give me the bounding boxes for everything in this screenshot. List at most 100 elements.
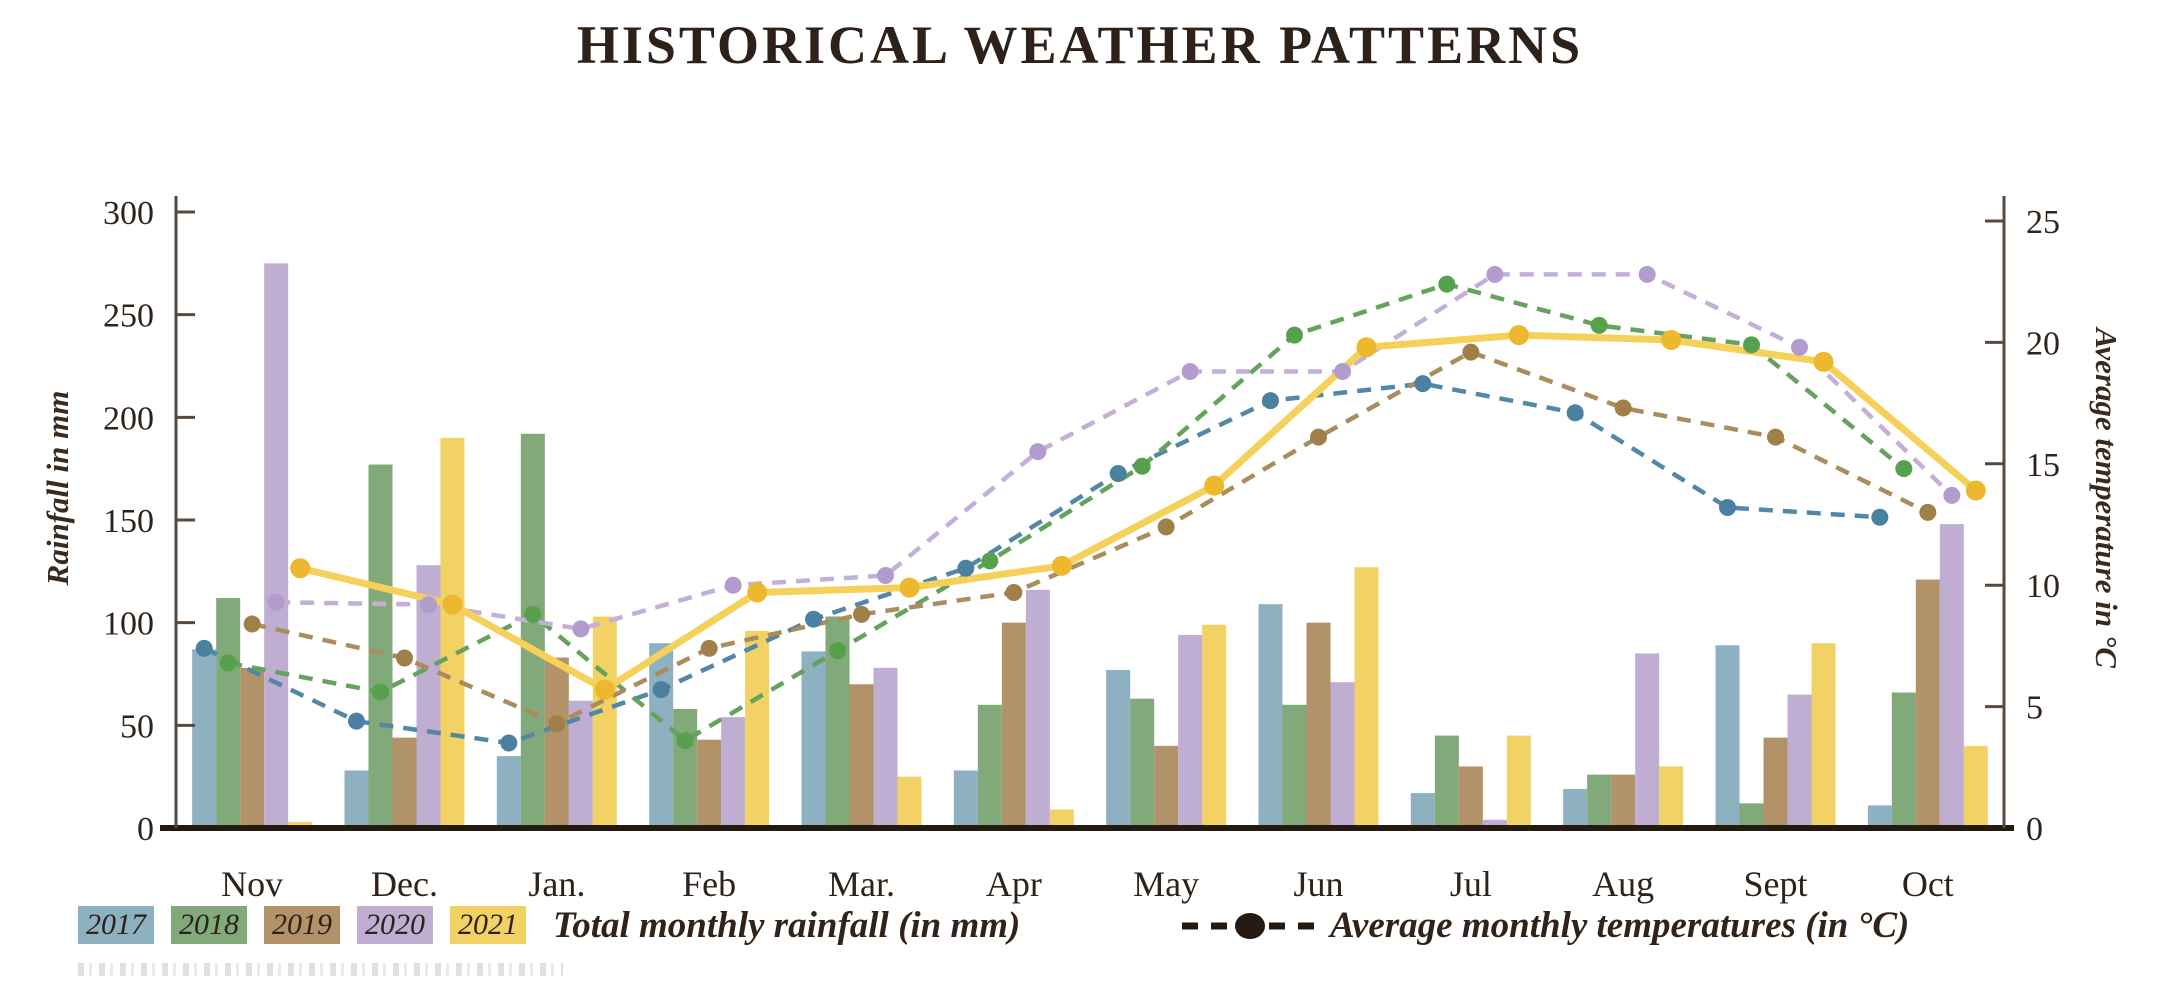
temp-point-2018-nov	[219, 654, 237, 672]
left-tick-label: 150	[103, 503, 154, 540]
right-tick-label: 25	[2026, 204, 2060, 241]
temp-point-2018-may	[1133, 457, 1151, 475]
bar-2019-apr	[1001, 622, 1026, 828]
bar-2017-aug	[1563, 788, 1588, 828]
temp-point-2019-nov	[243, 615, 261, 633]
temp-point-2018-mar	[829, 642, 846, 660]
bar-2017-mar	[801, 651, 826, 828]
temp-point-2018-oct	[1895, 460, 1913, 478]
bar-2021-may	[1202, 624, 1227, 828]
temp-point-2020-may	[1181, 363, 1199, 381]
temp-point-2017-feb	[652, 681, 670, 699]
temp-point-2020-jun	[1334, 363, 1351, 381]
temp-point-2019-jun	[1310, 428, 1327, 446]
bar-2018-oct	[1891, 692, 1916, 828]
bar-2018-jun	[1282, 704, 1307, 828]
temp-point-2019-sept	[1767, 428, 1784, 446]
bar-2019-dec	[392, 737, 417, 828]
bar-2017-sept	[1715, 645, 1740, 828]
bar-2020-feb	[721, 717, 746, 828]
bar-2021-jul	[1506, 735, 1531, 828]
bar-2018-may	[1130, 698, 1155, 828]
month-label-dec: Dec.	[371, 864, 438, 904]
temp-point-2018-aug	[1590, 316, 1608, 334]
temp-point-2020-mar	[877, 566, 894, 584]
temp-point-2021-nov	[290, 558, 311, 579]
bar-2020-aug	[1635, 653, 1660, 828]
month-label-apr: Apr	[986, 864, 1042, 904]
bar-2017-jul	[1410, 793, 1435, 828]
temp-point-2017-jul	[1414, 375, 1432, 393]
temp-point-2019-mar	[853, 605, 870, 623]
bar-2019-nov	[240, 667, 265, 828]
bar-2017-dec	[344, 770, 369, 828]
bar-2018-dec	[368, 464, 393, 828]
bar-2019-jul	[1458, 766, 1483, 828]
temp-point-2020-oct	[1943, 486, 1961, 504]
temp-point-2020-jul	[1486, 265, 1504, 283]
bar-2017-jan	[496, 756, 521, 828]
bar-2021-sept	[1811, 643, 1836, 828]
temp-line-2021	[299, 331, 1979, 694]
temp-point-2020-feb	[724, 576, 742, 594]
temp-point-2019-jan	[548, 715, 566, 733]
temp-point-2020-aug	[1638, 265, 1656, 283]
temp-point-2021-may	[1204, 475, 1225, 496]
temp-point-2018-jan	[524, 605, 542, 623]
temp-point-2017-mar	[805, 610, 822, 628]
temp-point-2018-apr	[981, 552, 999, 570]
bar-2020-may	[1178, 634, 1203, 828]
temp-point-2021-jan	[594, 679, 615, 700]
temp-point-2017-apr	[957, 559, 975, 577]
left-tick-label: 100	[103, 606, 154, 643]
temp-point-2021-feb	[747, 582, 768, 603]
bar-2021-mar	[897, 776, 922, 828]
temp-point-2018-sept	[1743, 336, 1760, 354]
temp-point-2021-jul	[1508, 325, 1529, 346]
bar-2018-aug	[1587, 774, 1612, 828]
temp-point-2018-jun	[1286, 326, 1303, 344]
temp-point-2019-jul	[1462, 343, 1480, 361]
month-label-may: May	[1133, 864, 1199, 904]
right-tick-label: 10	[2026, 568, 2060, 605]
bar-2018-feb	[673, 708, 698, 828]
temp-point-2021-oct	[1965, 480, 1986, 501]
bar-2021-jan	[592, 616, 617, 828]
right-tick-label: 15	[2026, 447, 2060, 484]
bar-2019-sept	[1763, 737, 1788, 828]
temp-point-2020-dec	[420, 596, 437, 614]
bar-2018-jan	[520, 433, 545, 828]
bar-2019-jun	[1306, 622, 1331, 828]
temp-point-2017-nov	[195, 639, 213, 657]
temp-point-2017-aug	[1566, 404, 1584, 422]
temp-point-2019-dec	[396, 649, 413, 667]
bar-2018-nov	[216, 598, 241, 828]
temp-point-2021-mar	[899, 577, 920, 598]
left-tick-label: 50	[120, 708, 154, 745]
month-label-oct: Oct	[1902, 864, 1954, 904]
bar-2017-nov	[192, 649, 217, 828]
temp-point-2019-feb	[700, 639, 718, 657]
temp-point-2019-oct	[1919, 503, 1937, 521]
bar-2021-dec	[440, 437, 465, 828]
bar-2021-jun	[1354, 567, 1379, 828]
bar-2020-sept	[1787, 694, 1812, 828]
temp-point-2021-dec	[442, 594, 463, 615]
temp-point-2019-aug	[1614, 399, 1632, 417]
bar-2020-mar	[873, 667, 898, 828]
bar-2020-nov	[264, 263, 289, 828]
left-tick-label: 250	[103, 298, 154, 335]
temp-point-2017-jun	[1262, 392, 1279, 410]
bar-2019-may	[1154, 745, 1179, 828]
left-tick-label: 200	[103, 400, 154, 437]
bar-2021-nov	[288, 821, 313, 828]
bar-2017-jun	[1258, 604, 1283, 828]
temp-point-2017-dec	[348, 712, 365, 730]
bar-2021-apr	[1049, 809, 1074, 828]
bar-2019-jan	[544, 657, 569, 828]
chart-title: HISTORICAL WEATHER PATTERNS	[576, 15, 1584, 75]
bar-2018-sept	[1739, 803, 1764, 828]
bar-2021-oct	[1963, 745, 1988, 828]
bar-2017-apr	[953, 770, 978, 828]
